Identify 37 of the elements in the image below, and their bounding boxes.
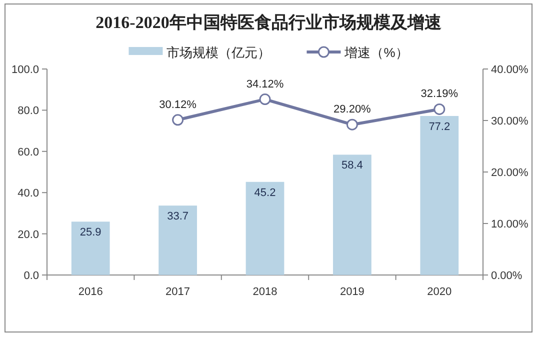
x-tick-label: 2017 <box>166 286 190 298</box>
y2-tick-label: 40.00% <box>491 64 529 76</box>
data-label: 25.9 <box>80 226 102 239</box>
x-tick-label: 2018 <box>252 286 278 298</box>
data-label: 29.20% <box>334 104 372 116</box>
point <box>259 94 271 106</box>
y2-tick-label: 30.00% <box>491 116 529 128</box>
point <box>346 118 358 130</box>
y2-tick-label: 0.00% <box>491 270 522 282</box>
legend-label: 市场规模（亿元） <box>166 45 271 60</box>
y-tick-label: 100.0 <box>11 64 39 76</box>
bar <box>71 222 110 275</box>
x-tick-label: 2016 <box>78 286 103 298</box>
data-label: 45.2 <box>254 186 276 199</box>
y-tick-label: 0.0 <box>24 270 39 282</box>
x-tick-label: 2020 <box>427 286 452 298</box>
data-label: 30.12% <box>159 98 197 111</box>
y-tick-label: 40.0 <box>18 188 39 200</box>
data-label: 34.12% <box>246 78 284 90</box>
point <box>172 114 184 126</box>
data-label: 33.7 <box>167 210 189 223</box>
data-label: 32.19% <box>420 88 458 100</box>
x-tick-label: 2019 <box>340 286 364 298</box>
y2-tick-label: 10.00% <box>491 218 529 230</box>
data-label: 77.2 <box>428 120 450 133</box>
y-tick-label: 20.0 <box>18 228 39 241</box>
bar <box>333 154 372 275</box>
legend-label: 增速（%） <box>344 45 408 60</box>
bar <box>246 182 284 275</box>
bar <box>158 206 197 275</box>
point <box>434 103 446 115</box>
y2-tick-label: 20.00% <box>491 167 529 179</box>
bar <box>420 116 459 275</box>
y-tick-label: 80.0 <box>18 105 39 118</box>
data-label: 58.4 <box>341 160 363 172</box>
chart-title: 2016-2020年中国特医食品行业市场规模及增速 <box>96 13 442 32</box>
y-tick-label: 60.0 <box>18 146 39 158</box>
